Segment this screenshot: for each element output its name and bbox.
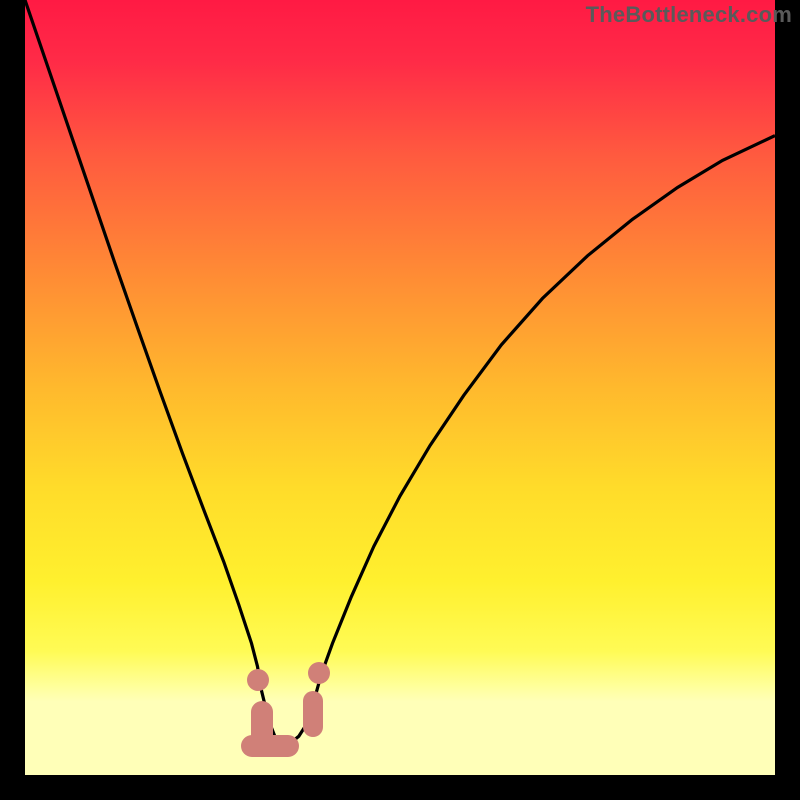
curve-svg	[25, 0, 775, 775]
frame-left	[0, 0, 25, 800]
u-segment-right	[303, 691, 323, 737]
plot-area	[25, 0, 775, 775]
u-segment-bottom	[241, 735, 299, 757]
marker-dot-1	[308, 662, 330, 684]
frame-right	[775, 0, 800, 800]
gradient-background	[25, 0, 775, 775]
marker-dot-0	[247, 669, 269, 691]
frame-bottom	[0, 775, 800, 800]
watermark-text: TheBottleneck.com	[586, 2, 792, 28]
